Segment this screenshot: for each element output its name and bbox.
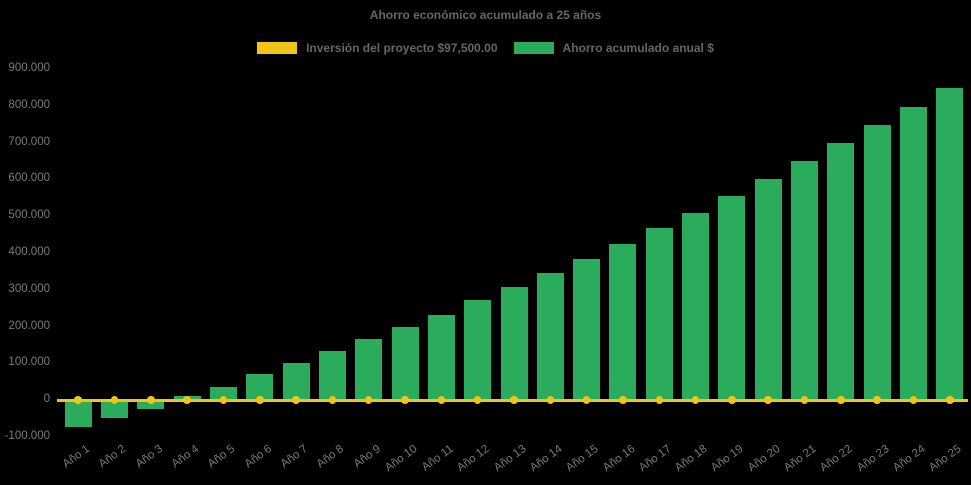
investment-line-point <box>619 396 627 404</box>
bar-año-22 <box>827 143 855 400</box>
legend-label-investment: Inversión del proyecto $97,500.00 <box>306 41 498 55</box>
x-tick-label: Año 9 <box>351 443 383 471</box>
y-tick-label: 400.000 <box>8 246 50 258</box>
y-tick-label: 0 <box>43 393 50 406</box>
bar-año-13 <box>500 287 528 400</box>
legend-item-savings[interactable]: Ahorro acumulado anual $ <box>513 41 714 55</box>
investment-line-point <box>655 396 664 404</box>
x-tick-label: Año 12 <box>455 443 492 475</box>
investment-line-point <box>728 396 736 404</box>
bar-año-17 <box>645 228 673 400</box>
x-tick-label: Año 10 <box>382 443 420 475</box>
x-tick-label: Año 8 <box>315 443 347 471</box>
x-tick-label: Año 22 <box>818 443 855 475</box>
x-tick-label: Año 4 <box>169 443 202 471</box>
investment-line-point <box>909 396 918 404</box>
investment-line-point <box>219 396 228 404</box>
y-tick-label: 600.000 <box>8 172 50 185</box>
bar-año-12 <box>464 300 492 400</box>
bar-año-24 <box>900 106 928 400</box>
legend-item-investment[interactable]: Inversión del proyecto $97,500.00 <box>257 41 498 55</box>
legend-label-savings: Ahorro acumulado anual $ <box>562 41 714 55</box>
x-tick-label: Año 16 <box>600 443 638 475</box>
investment-line-point <box>147 396 155 404</box>
bar-año-7 <box>282 362 310 400</box>
bar-año-20 <box>754 179 782 400</box>
investment-line-point <box>110 396 119 404</box>
investment-line-point <box>546 396 555 404</box>
bar-año-8 <box>318 350 346 400</box>
bar-año-16 <box>609 243 637 400</box>
y-tick-label: 800.000 <box>8 98 50 111</box>
x-tick-label: Año 18 <box>673 443 710 475</box>
x-tick-label: Año 11 <box>419 443 456 474</box>
y-tick-label: 200.000 <box>8 319 50 332</box>
x-tick-label: Año 13 <box>491 443 529 475</box>
investment-line-point <box>946 396 954 404</box>
investment-line-point <box>437 396 446 404</box>
chart-title: Ahorro económico acumulado a 25 años <box>369 8 602 22</box>
bar-año-11 <box>427 314 455 400</box>
bar-año-5 <box>209 387 237 400</box>
investment-line-point <box>837 396 845 404</box>
x-tick-label: Año 23 <box>854 443 892 475</box>
x-tick-label: Año 19 <box>709 443 746 475</box>
x-tick-label: Año 17 <box>636 443 674 475</box>
x-tick-label: Año 14 <box>527 443 565 475</box>
y-tick-label: 100.000 <box>8 356 50 369</box>
investment-line-point <box>764 396 772 404</box>
investment-line-point <box>582 396 591 404</box>
x-tick-label: Año 24 <box>891 443 928 475</box>
investment-line-point <box>74 396 82 404</box>
bar-año-18 <box>682 212 710 400</box>
bar-año-15 <box>573 258 601 400</box>
investment-line-point <box>328 396 337 404</box>
y-tick-label: 900.000 <box>8 62 50 74</box>
investment-line-point <box>183 396 191 404</box>
legend-swatch-savings <box>513 42 554 54</box>
chart-legend: Inversión del proyecto $97,500.00 Ahorro… <box>0 41 971 55</box>
investment-line-point <box>691 396 700 404</box>
bar-año-10 <box>391 327 419 400</box>
x-tick-label: Año 1 <box>60 443 93 471</box>
investment-line-point <box>873 396 881 404</box>
investment-line-point <box>256 396 264 404</box>
x-tick-label: Año 3 <box>133 443 165 471</box>
investment-line-point <box>292 396 300 404</box>
legend-swatch-investment <box>257 42 298 54</box>
y-tick-label: 500.000 <box>8 209 50 222</box>
bar-año-25 <box>936 88 964 400</box>
investment-line-point <box>800 396 809 404</box>
bar-año-23 <box>863 125 891 400</box>
x-tick-label: Año 7 <box>278 443 311 471</box>
x-tick-label: Año 25 <box>927 443 964 475</box>
x-tick-label: Año 21 <box>782 443 819 475</box>
bar-año-19 <box>718 196 746 400</box>
bar-año-2 <box>100 399 128 418</box>
y-tick-label: -100.000 <box>4 430 50 442</box>
investment-line-point <box>364 396 373 404</box>
y-tick-label: 300.000 <box>8 282 50 295</box>
x-tick-label: Año 2 <box>97 443 129 471</box>
bar-año-14 <box>536 273 564 400</box>
investment-line-point <box>510 396 518 404</box>
investment-line-point <box>401 396 409 404</box>
bar-año-21 <box>791 161 819 400</box>
y-tick-label: 700.000 <box>8 135 50 148</box>
bar-año-3 <box>137 399 165 409</box>
x-tick-label: Año 5 <box>206 443 238 471</box>
investment-line-point <box>473 396 482 404</box>
x-tick-label: Año 15 <box>564 443 601 475</box>
bar-año-6 <box>246 374 274 400</box>
x-tick-label: Año 6 <box>242 443 274 471</box>
bar-año-9 <box>355 339 383 400</box>
x-tick-label: Año 20 <box>745 443 783 475</box>
